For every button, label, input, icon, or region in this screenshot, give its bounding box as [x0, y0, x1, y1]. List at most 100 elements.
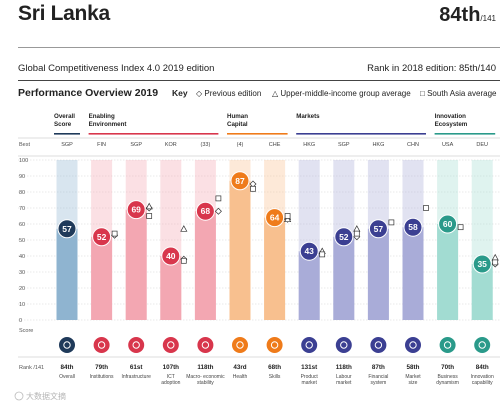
value-circle	[472, 254, 492, 274]
edition-label: Global Competitiveness Index 4.0 2019 ed…	[18, 63, 215, 74]
pillar-icon-glyph	[305, 341, 313, 349]
best-label: Best	[19, 142, 30, 148]
tick-label: 80	[19, 190, 25, 196]
south-asia-marker	[319, 251, 326, 258]
pillar-icon	[197, 337, 214, 353]
rank-label: 107th	[163, 364, 180, 371]
bar	[160, 256, 182, 320]
value-circle	[161, 246, 181, 266]
bar	[194, 211, 216, 320]
value-circle	[265, 208, 285, 228]
rank-label: 118th	[197, 364, 213, 371]
bar	[402, 227, 424, 320]
group-label: Environment	[89, 121, 127, 128]
watermark-logo	[14, 391, 24, 401]
south-asia-marker	[215, 195, 222, 202]
upper-middle-marker	[491, 253, 499, 261]
rank-denominator: /141	[480, 14, 496, 23]
rank-label: 84th	[61, 364, 74, 371]
value-circle	[403, 217, 423, 237]
category-label: ICT adoption	[161, 374, 180, 386]
tick-label: 30	[19, 270, 25, 276]
category-label: Market size	[405, 374, 421, 386]
pillar-icon	[474, 337, 491, 353]
category-label-line: Financial	[368, 374, 388, 380]
rank-value: 84th	[439, 4, 481, 26]
south-asia-marker	[111, 230, 118, 237]
pillar-icon-glyph	[97, 341, 106, 349]
value-circle	[57, 219, 77, 239]
category-label-line: Innovation	[471, 374, 494, 380]
value-label: 69	[131, 205, 141, 215]
value-circle	[299, 241, 319, 261]
south-asia-marker	[146, 213, 153, 219]
pillar-icon-glyph	[167, 341, 175, 349]
rank-label: 87th	[372, 364, 385, 371]
rank-label: 79th	[95, 364, 108, 371]
bar	[56, 228, 78, 320]
category-label-line: stability	[197, 380, 214, 386]
tick-label: 50	[19, 238, 25, 244]
value-label: 87	[235, 176, 245, 186]
pillar-icon	[93, 337, 110, 353]
category-label-line: Skills	[269, 374, 281, 380]
rank-label: 58th	[407, 364, 420, 371]
rank-axis-label: Rank /141	[19, 365, 44, 371]
pillar-icon	[301, 337, 318, 353]
pillar-icon	[128, 337, 145, 353]
category-label-line: Labour	[336, 374, 352, 380]
category-label: Innovation capability	[471, 374, 494, 386]
category-label-line: Macro- economic	[186, 374, 225, 380]
pillar-icon-glyph	[63, 341, 71, 349]
group-label: Innovation	[435, 113, 466, 120]
pillar-icon	[266, 337, 283, 353]
best-performer: CHN	[407, 142, 419, 148]
category-label: Labour market	[336, 374, 352, 386]
pillar-icon-glyph	[374, 341, 383, 349]
tick-label: 100	[19, 158, 28, 164]
group-label: Enabling	[89, 113, 115, 120]
pillar-icon	[370, 337, 387, 353]
category-label-line: market	[336, 380, 352, 386]
value-circle	[126, 200, 146, 220]
value-label: 64	[270, 213, 280, 223]
pillar-icon	[405, 337, 421, 353]
value-label: 60	[443, 219, 453, 229]
south-asia-marker	[457, 224, 464, 231]
bar	[437, 224, 459, 320]
overview-title: Performance Overview 2019	[18, 87, 159, 99]
bar	[125, 209, 147, 320]
group-underline	[434, 133, 496, 135]
category-label: Financial system	[368, 374, 388, 386]
category-label-line: Infrastructure	[121, 374, 151, 380]
pillar-icon	[439, 337, 456, 353]
category-label: Institutions	[90, 374, 114, 380]
category-label: Health	[233, 374, 248, 380]
upper-middle-marker	[353, 225, 361, 232]
group-label: Human	[227, 113, 248, 120]
category-label: Skills	[269, 374, 281, 380]
value-label: 52	[339, 232, 349, 242]
pillar-icon	[162, 337, 179, 353]
value-label: 52	[97, 232, 107, 242]
rank-label: 131st	[301, 364, 318, 371]
diamond-icon: ◇	[196, 89, 203, 98]
rank-label: 61st	[130, 364, 144, 371]
best-performer: FIN	[97, 142, 106, 148]
overall-rank: 84th/141	[439, 4, 496, 27]
south-asia-marker	[250, 185, 256, 192]
tick-label: 60	[19, 222, 25, 228]
tick-label: 10	[19, 302, 25, 308]
rank-label: 118th	[336, 364, 352, 371]
bar	[229, 180, 251, 320]
group-label: Markets	[296, 113, 320, 120]
value-label: 43	[304, 246, 314, 256]
category-label: Business dynamism	[436, 374, 459, 386]
category-label-line: Business	[437, 374, 458, 380]
rank-label: 68th	[268, 364, 281, 371]
value-circle	[92, 227, 112, 247]
upper-middle-marker	[145, 202, 153, 210]
score-label: Score	[19, 328, 33, 334]
value-label: 57	[62, 224, 72, 234]
